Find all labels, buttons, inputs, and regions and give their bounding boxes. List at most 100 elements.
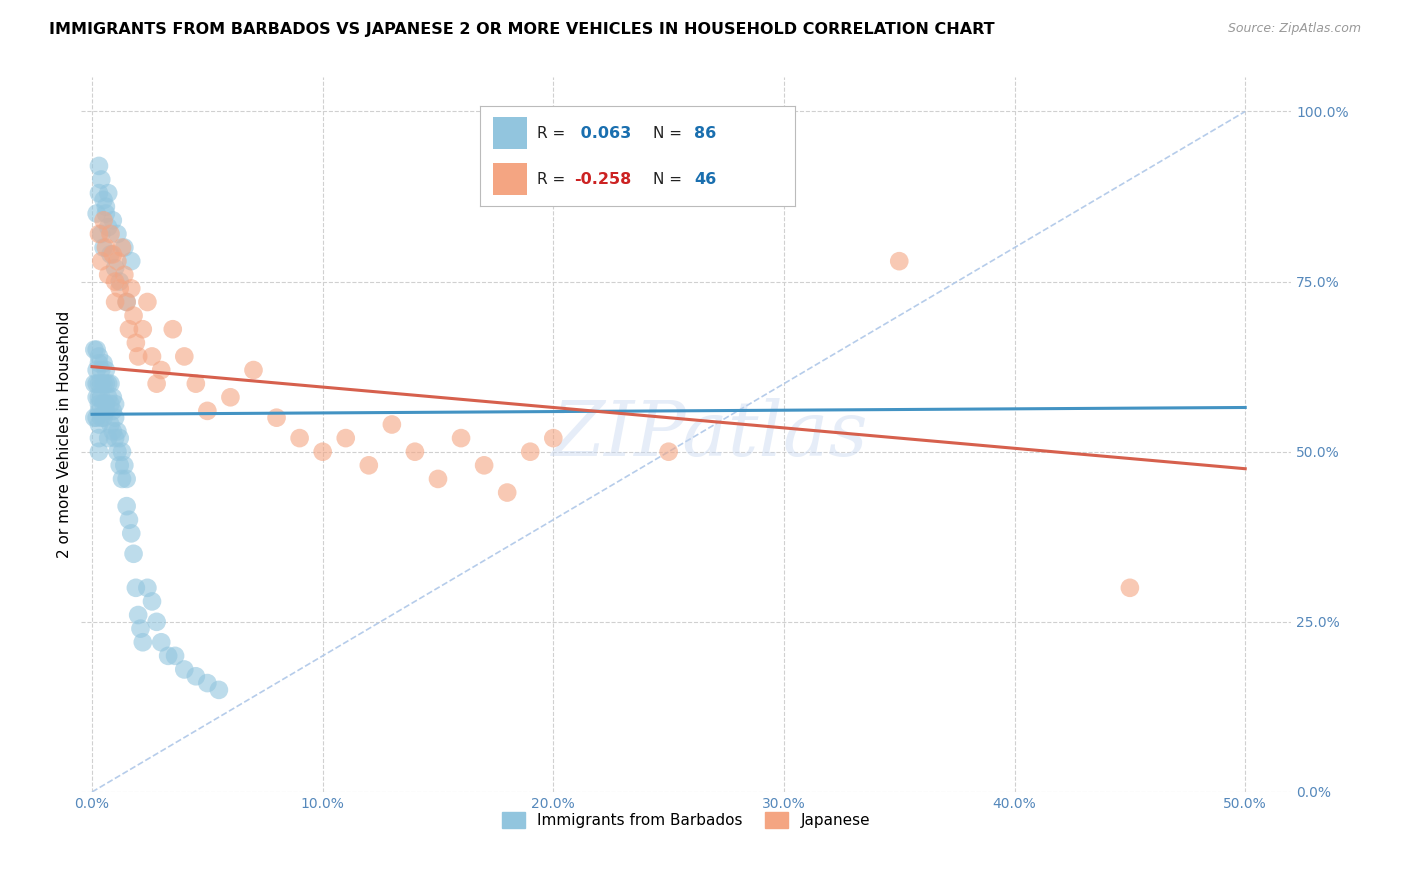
Point: [107, 227, 129, 241]
Point: [90, 376, 112, 391]
Point: [87, 397, 110, 411]
Point: [112, 241, 135, 255]
Point: [173, 350, 195, 364]
Point: [101, 213, 124, 227]
Point: [173, 663, 195, 677]
Point: [90, 410, 112, 425]
Point: [404, 444, 426, 458]
Point: [94, 376, 117, 391]
Point: [83, 410, 105, 425]
Point: [93, 410, 115, 425]
Point: [1119, 581, 1142, 595]
Point: [90, 172, 112, 186]
Point: [93, 241, 115, 255]
Point: [97, 268, 120, 282]
Point: [87, 376, 110, 391]
Point: [111, 444, 134, 458]
Point: [129, 622, 152, 636]
Point: [118, 322, 141, 336]
Point: [115, 472, 138, 486]
Point: [132, 635, 155, 649]
Point: [145, 376, 167, 391]
Point: [132, 322, 155, 336]
Point: [125, 581, 148, 595]
Point: [87, 159, 110, 173]
Point: [472, 458, 495, 473]
Point: [889, 254, 911, 268]
Point: [112, 268, 135, 282]
Point: [87, 227, 110, 241]
Point: [115, 499, 138, 513]
Point: [86, 206, 108, 220]
Point: [184, 376, 207, 391]
Point: [86, 410, 108, 425]
Point: [90, 390, 112, 404]
Point: [127, 607, 149, 622]
Point: [97, 431, 120, 445]
Point: [125, 335, 148, 350]
Point: [127, 350, 149, 364]
Point: [120, 281, 142, 295]
Point: [450, 431, 472, 445]
Point: [86, 376, 108, 391]
Point: [93, 376, 115, 391]
Point: [94, 200, 117, 214]
Point: [93, 356, 115, 370]
Legend: Immigrants from Barbados, Japanese: Immigrants from Barbados, Japanese: [496, 806, 876, 834]
Point: [93, 193, 115, 207]
Point: [150, 363, 173, 377]
Point: [112, 458, 135, 473]
Point: [94, 397, 117, 411]
Point: [100, 417, 122, 432]
Point: [100, 227, 122, 241]
Point: [93, 213, 115, 227]
Point: [543, 431, 565, 445]
Point: [115, 295, 138, 310]
Point: [108, 281, 131, 295]
Point: [242, 363, 264, 377]
Point: [111, 241, 134, 255]
Point: [381, 417, 404, 432]
Point: [87, 350, 110, 364]
Point: [357, 458, 380, 473]
Point: [108, 458, 131, 473]
Point: [94, 206, 117, 220]
Point: [87, 444, 110, 458]
Point: [519, 444, 541, 458]
Point: [87, 356, 110, 370]
Point: [496, 485, 519, 500]
Text: ZIPatlas: ZIPatlas: [551, 398, 869, 472]
Point: [141, 594, 163, 608]
Point: [86, 363, 108, 377]
Point: [94, 363, 117, 377]
Point: [90, 227, 112, 241]
Point: [219, 390, 242, 404]
Point: [107, 425, 129, 439]
Point: [145, 615, 167, 629]
Point: [335, 431, 357, 445]
Point: [115, 295, 138, 310]
Point: [107, 254, 129, 268]
Y-axis label: 2 or more Vehicles in Household: 2 or more Vehicles in Household: [58, 311, 72, 558]
Point: [427, 472, 450, 486]
Point: [266, 410, 288, 425]
Point: [83, 343, 105, 357]
Point: [87, 431, 110, 445]
Point: [122, 309, 145, 323]
Point: [101, 404, 124, 418]
Point: [162, 322, 184, 336]
Point: [87, 186, 110, 201]
Point: [288, 431, 311, 445]
Point: [141, 350, 163, 364]
Point: [108, 431, 131, 445]
Point: [97, 220, 120, 235]
Point: [101, 247, 124, 261]
Point: [83, 376, 105, 391]
Point: [94, 241, 117, 255]
Point: [86, 390, 108, 404]
Point: [658, 444, 681, 458]
Point: [111, 472, 134, 486]
Point: [208, 682, 231, 697]
Point: [100, 397, 122, 411]
Text: IMMIGRANTS FROM BARBADOS VS JAPANESE 2 OR MORE VEHICLES IN HOUSEHOLD CORRELATION: IMMIGRANTS FROM BARBADOS VS JAPANESE 2 O…: [49, 22, 995, 37]
